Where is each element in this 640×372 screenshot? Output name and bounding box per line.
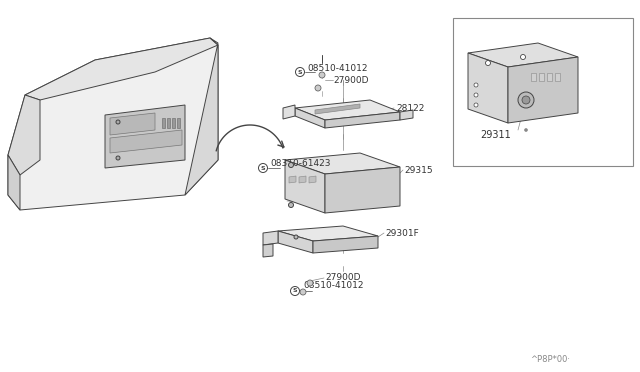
Polygon shape (278, 226, 378, 241)
Polygon shape (172, 118, 175, 128)
Polygon shape (285, 160, 325, 213)
Circle shape (525, 128, 527, 131)
Text: 08310-61423: 08310-61423 (270, 158, 330, 167)
Polygon shape (283, 105, 295, 119)
Polygon shape (110, 113, 155, 135)
Polygon shape (547, 73, 552, 81)
Circle shape (315, 85, 321, 91)
Text: 29311: 29311 (481, 130, 511, 140)
Circle shape (294, 235, 298, 239)
Polygon shape (278, 231, 313, 253)
Polygon shape (8, 155, 20, 210)
Polygon shape (263, 231, 278, 245)
Circle shape (259, 164, 268, 173)
Circle shape (291, 286, 300, 295)
Polygon shape (400, 110, 413, 120)
Polygon shape (167, 118, 170, 128)
Text: 28122: 28122 (396, 103, 424, 112)
Polygon shape (177, 118, 180, 128)
Circle shape (116, 120, 120, 124)
Circle shape (116, 156, 120, 160)
Polygon shape (185, 38, 218, 195)
Polygon shape (531, 73, 536, 81)
Polygon shape (313, 236, 378, 253)
Polygon shape (555, 73, 560, 81)
Polygon shape (315, 104, 360, 114)
Polygon shape (25, 38, 218, 100)
Circle shape (486, 61, 490, 65)
Polygon shape (105, 105, 185, 168)
Polygon shape (289, 176, 296, 183)
Text: 29301F: 29301F (385, 228, 419, 237)
Text: 08510-41012: 08510-41012 (307, 64, 367, 73)
Bar (453, 18, 633, 166)
Text: 27900D: 27900D (333, 76, 369, 84)
Polygon shape (468, 53, 508, 123)
Polygon shape (325, 112, 400, 128)
Text: ^P8P*00·: ^P8P*00· (530, 356, 570, 365)
Text: S: S (260, 166, 266, 170)
Text: 08510-41012: 08510-41012 (303, 282, 364, 291)
Circle shape (319, 72, 325, 78)
Circle shape (522, 96, 530, 104)
Text: 27900D: 27900D (325, 273, 360, 282)
Polygon shape (539, 73, 544, 81)
Polygon shape (162, 118, 165, 128)
Circle shape (518, 92, 534, 108)
Polygon shape (325, 167, 400, 213)
Polygon shape (8, 38, 218, 210)
Polygon shape (263, 244, 273, 257)
Circle shape (289, 163, 294, 167)
Text: S: S (292, 289, 298, 294)
Polygon shape (295, 100, 400, 120)
Polygon shape (8, 95, 40, 175)
Circle shape (307, 280, 313, 286)
Circle shape (474, 83, 478, 87)
Polygon shape (468, 43, 578, 67)
Circle shape (474, 103, 478, 107)
Circle shape (474, 93, 478, 97)
Polygon shape (285, 153, 400, 174)
Polygon shape (299, 176, 306, 183)
Polygon shape (508, 57, 578, 123)
Polygon shape (309, 176, 316, 183)
Circle shape (289, 202, 294, 208)
Text: 29315: 29315 (404, 166, 433, 174)
Circle shape (520, 55, 525, 60)
Circle shape (296, 67, 305, 77)
Polygon shape (295, 108, 325, 128)
Circle shape (300, 289, 306, 295)
Text: S: S (298, 70, 302, 74)
Polygon shape (110, 130, 182, 153)
